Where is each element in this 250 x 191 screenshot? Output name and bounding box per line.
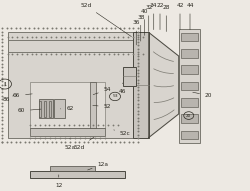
Bar (44, 101, 46, 117)
Bar (122, 67, 136, 86)
Bar (30, 171, 125, 178)
Text: 1: 1 (4, 82, 6, 87)
Text: 60: 60 (18, 108, 41, 113)
Bar (181, 32, 198, 41)
Bar (54, 99, 65, 118)
Bar (181, 82, 198, 90)
Text: 34: 34 (150, 3, 158, 30)
Bar (179, 29, 200, 143)
Text: 22: 22 (156, 3, 164, 30)
Text: 54: 54 (93, 87, 111, 95)
Text: 52d: 52d (80, 3, 132, 37)
Text: 52a: 52a (64, 138, 76, 150)
Text: 32: 32 (145, 5, 152, 32)
Text: 12a: 12a (88, 162, 108, 170)
Text: 40: 40 (141, 9, 148, 35)
Text: 53: 53 (112, 95, 118, 98)
Polygon shape (149, 32, 179, 138)
Bar (8, 40, 142, 52)
Text: 28: 28 (162, 5, 170, 32)
Bar (39, 101, 41, 117)
Bar (181, 114, 198, 123)
Text: 86: 86 (2, 96, 14, 102)
Text: 20: 20 (193, 92, 212, 98)
Bar (30, 82, 105, 128)
Text: 36: 36 (132, 20, 140, 45)
Text: 12: 12 (55, 175, 62, 188)
Text: 20: 20 (186, 114, 192, 117)
Bar (39, 99, 52, 118)
Text: 46: 46 (119, 83, 126, 94)
Bar (30, 128, 105, 136)
Bar (49, 101, 51, 117)
Bar (181, 131, 198, 139)
Bar (132, 32, 149, 138)
Text: 66: 66 (13, 93, 32, 98)
Bar (8, 32, 132, 138)
Text: 42: 42 (176, 3, 184, 30)
Bar (181, 65, 198, 74)
Bar (50, 166, 95, 171)
Bar (90, 82, 96, 128)
Text: 52: 52 (93, 104, 111, 109)
Text: 52d: 52d (74, 137, 94, 150)
Text: 44: 44 (186, 3, 194, 30)
Text: 52c: 52c (114, 130, 131, 136)
Text: 38: 38 (137, 15, 144, 41)
Bar (181, 98, 198, 107)
Text: 62: 62 (60, 106, 74, 111)
Bar (181, 49, 198, 57)
